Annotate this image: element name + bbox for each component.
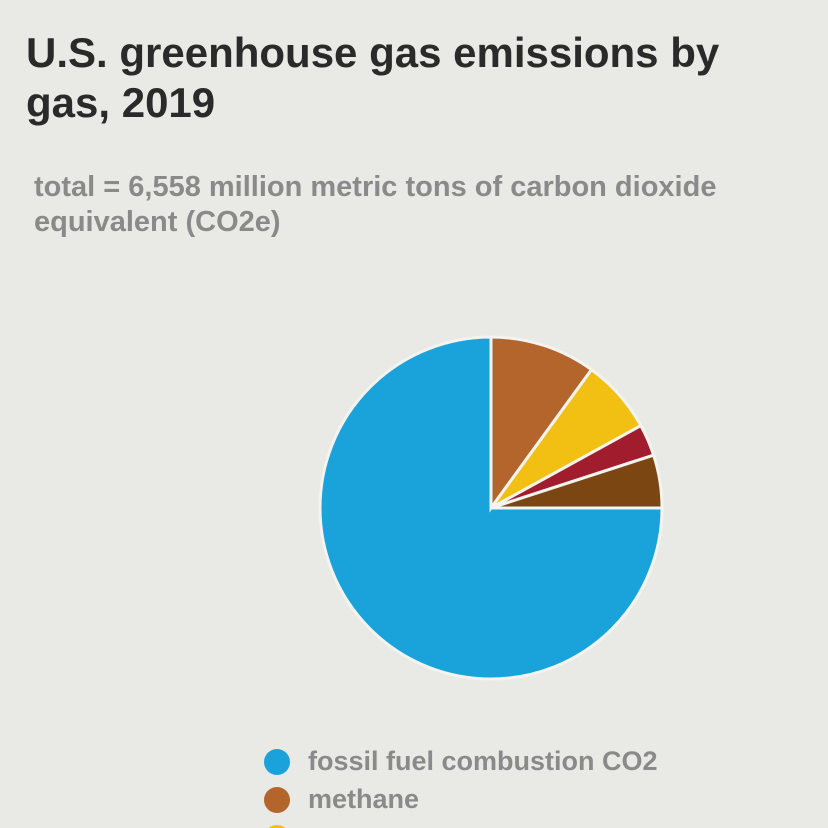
pie-slice: [318, 335, 664, 681]
pie-slice: [490, 453, 664, 510]
chart-title: U.S. greenhouse gas emissions by gas, 20…: [26, 29, 720, 126]
chart-subtitle: total = 6,558 million metric tons of car…: [34, 171, 717, 238]
pie-slice: [489, 335, 594, 513]
legend-label: fossil fuel combustion CO2: [308, 746, 658, 776]
legend-label: methane: [308, 784, 419, 814]
legend-marker: [268, 825, 286, 828]
legend-marker: [264, 787, 290, 813]
legend-marker: [264, 749, 290, 775]
